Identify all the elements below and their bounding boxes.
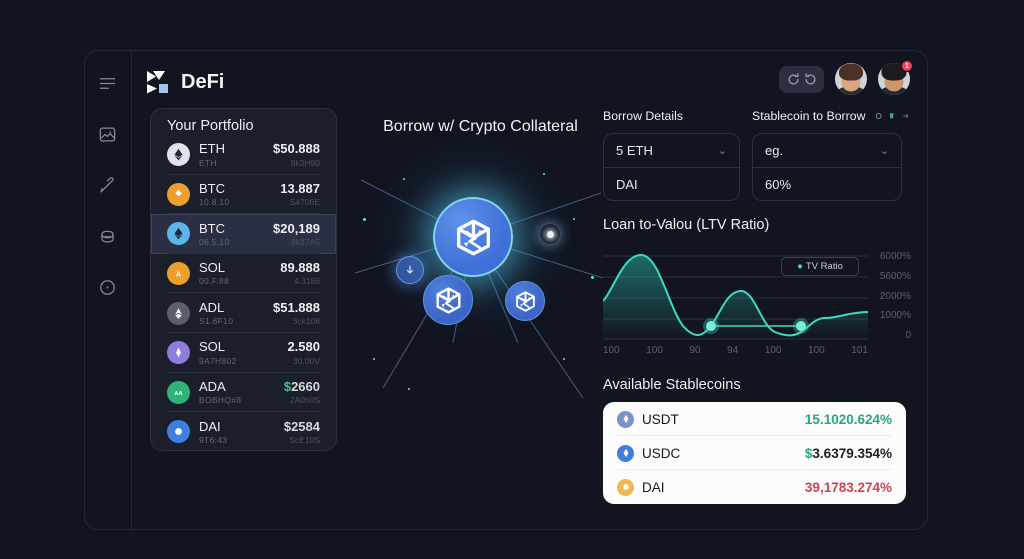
svg-text:A: A [176, 269, 182, 278]
svg-text:AA: AA [174, 391, 182, 397]
